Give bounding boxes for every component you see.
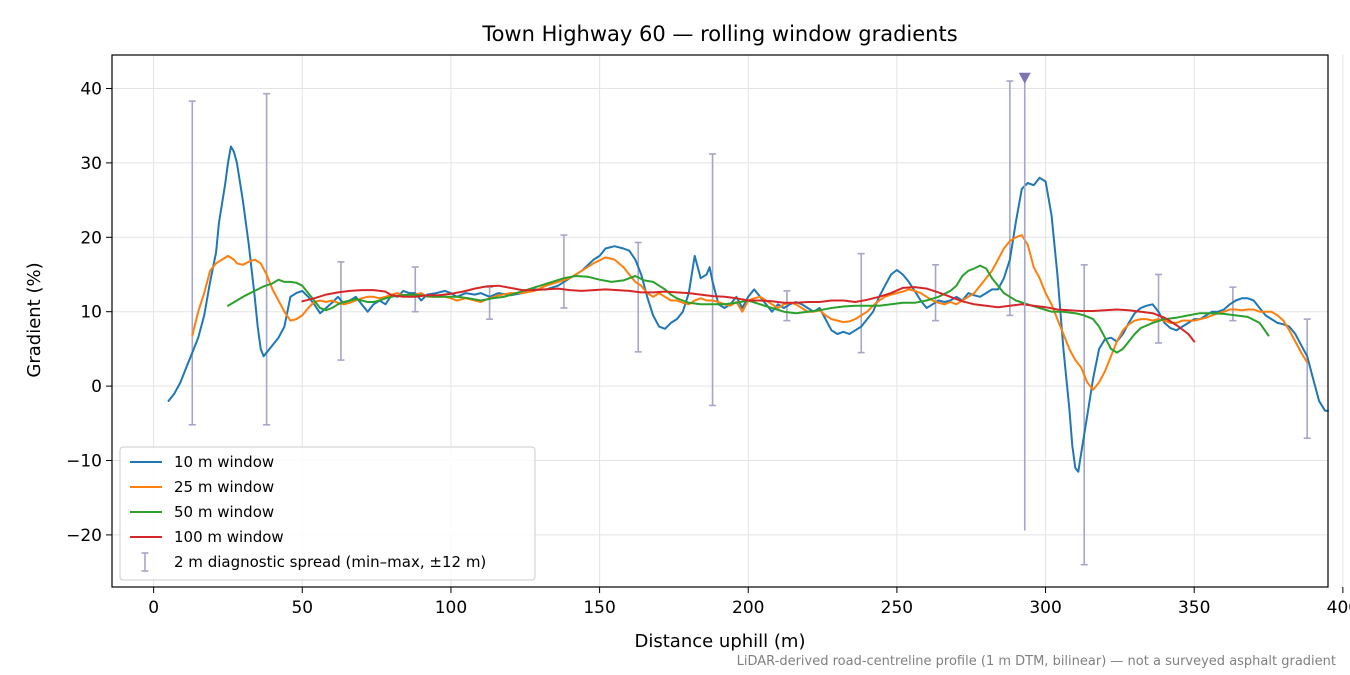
x-tick-label: 100 [435, 598, 467, 618]
chart-title: Town Highway 60 — rolling window gradien… [481, 22, 957, 46]
peak-marker-triangle [1018, 72, 1031, 84]
x-tick-label: 0 [148, 598, 159, 618]
legend-label-3: 50 m window [174, 503, 274, 521]
series-line-4 [301, 284, 1196, 343]
y-tick-label: 40 [80, 79, 102, 99]
y-tick-label: 0 [91, 377, 102, 397]
footnote: LiDAR-derived road-centreline profile (1… [737, 654, 1336, 669]
series-lines [167, 145, 1329, 473]
grid-lines [112, 55, 1344, 587]
x-tick-label: 250 [881, 598, 913, 618]
x-tick-label: 50 [291, 598, 313, 618]
peak-marker-group [1018, 72, 1031, 531]
x-tick-label: 200 [732, 598, 764, 618]
y-tick-label: 20 [80, 228, 102, 248]
legend-label-4: 100 m window [174, 528, 284, 546]
legend-label-spread: 2 m diagnostic spread (min–max, ±12 m) [174, 553, 486, 571]
x-axis-label: Distance uphill (m) [635, 631, 806, 652]
x-tick-label: 400 [1327, 598, 1350, 618]
plot-frame [111, 54, 1329, 588]
y-tick-label: −10 [66, 452, 102, 472]
x-tick-label: 300 [1029, 598, 1061, 618]
y-axis-label: Gradient (%) [24, 262, 45, 377]
legend-box [119, 446, 536, 581]
legend-label-1: 10 m window [174, 453, 274, 471]
y-tick-label: −20 [66, 526, 102, 546]
y-tick-label: 30 [80, 154, 102, 174]
legend-label-2: 25 m window [174, 478, 274, 496]
x-tick-label: 350 [1178, 598, 1210, 618]
spread-error-bars [188, 80, 1311, 566]
series-line-3 [227, 264, 1270, 354]
y-tick-label: 10 [80, 303, 102, 323]
y-axis-ticks: −20 −10 0 10 20 30 40 [66, 79, 112, 546]
legend: 10 m window 25 m window 50 m window 100 m w… [119, 446, 536, 581]
x-axis-ticks: 0 50 100 150 200 250 300 350 400 [148, 587, 1350, 618]
x-tick-label: 150 [583, 598, 615, 618]
